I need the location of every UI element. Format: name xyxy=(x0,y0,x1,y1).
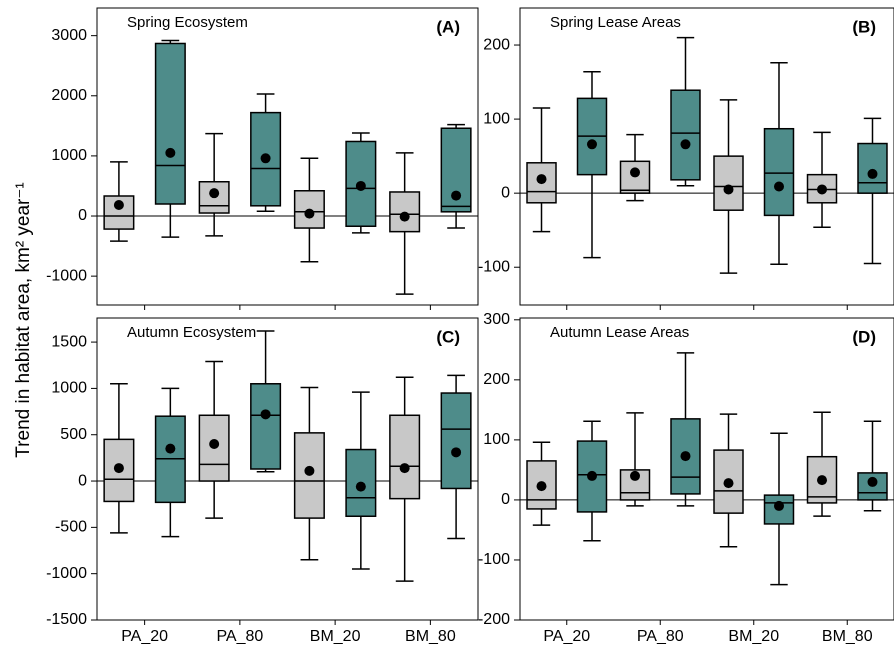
y-tick-label: -1000 xyxy=(46,267,87,284)
y-tick-label: 1000 xyxy=(51,380,87,397)
y-tick-label: -1000 xyxy=(46,565,87,582)
y-tick-label: -100 xyxy=(478,551,510,568)
plot-frame xyxy=(519,317,894,621)
mean xyxy=(817,184,828,195)
mean xyxy=(399,463,410,474)
y-tick-label: -1500 xyxy=(46,611,87,628)
mean xyxy=(260,153,271,164)
mean xyxy=(355,180,366,191)
x-tick-label: PA_20 xyxy=(543,628,590,645)
mean xyxy=(723,478,734,489)
mean xyxy=(451,190,462,201)
mean xyxy=(773,181,784,192)
mean xyxy=(399,211,410,222)
mean xyxy=(355,481,366,492)
y-tick-label: -100 xyxy=(478,258,510,275)
y-tick-label: 300 xyxy=(483,311,510,328)
panel-label: (D) xyxy=(852,327,876,346)
x-tick-label: BM_80 xyxy=(822,628,873,645)
box xyxy=(154,42,186,205)
box xyxy=(440,392,472,490)
mean xyxy=(586,139,597,150)
box xyxy=(857,142,888,194)
box xyxy=(198,181,230,214)
x-tick-label: PA_80 xyxy=(216,628,263,645)
y-tick-label: -500 xyxy=(55,519,87,536)
mean xyxy=(165,443,176,454)
box xyxy=(389,414,421,500)
box xyxy=(103,438,135,503)
y-tick-label: 1000 xyxy=(51,147,87,164)
mean xyxy=(817,475,828,486)
mean xyxy=(304,465,315,476)
mean xyxy=(536,174,547,185)
panel-label: (C) xyxy=(436,327,460,346)
y-tick-label: 2000 xyxy=(51,87,87,104)
panel-label: (A) xyxy=(436,17,460,36)
x-tick-label: PA_80 xyxy=(637,628,684,645)
mean xyxy=(113,200,124,211)
y-axis-label: Trend in habitat area, km² year⁻¹ xyxy=(13,182,34,457)
box xyxy=(670,89,701,181)
panel-title: Spring Lease Areas xyxy=(550,14,681,31)
mean xyxy=(260,409,271,420)
plot-frame xyxy=(519,7,894,306)
mean xyxy=(773,500,784,511)
x-tick-label: BM_20 xyxy=(728,628,779,645)
y-tick-label: 0 xyxy=(78,207,87,224)
box xyxy=(763,127,795,217)
mean xyxy=(304,208,315,219)
mean xyxy=(867,168,878,179)
y-tick-label: 0 xyxy=(501,491,510,508)
x-tick-label: PA_20 xyxy=(121,628,168,645)
mean xyxy=(113,463,124,474)
y-tick-label: 100 xyxy=(483,110,510,127)
mean xyxy=(209,188,220,199)
plot-frame xyxy=(96,7,479,306)
panel-title: Autumn Ecosystem xyxy=(127,324,256,341)
x-tick-label: BM_20 xyxy=(310,628,361,645)
y-tick-label: 500 xyxy=(60,426,87,443)
mean xyxy=(451,447,462,458)
mean xyxy=(536,481,547,492)
y-tick-label: 3000 xyxy=(51,27,87,44)
panel-title: Autumn Lease Areas xyxy=(550,324,689,341)
panel-label: (B) xyxy=(852,17,876,36)
mean xyxy=(680,451,691,462)
box xyxy=(713,155,744,211)
plot-frame xyxy=(96,317,479,621)
y-tick-label: 0 xyxy=(501,184,510,201)
y-tick-label: 200 xyxy=(483,371,510,388)
y-tick-label: 1500 xyxy=(51,333,87,350)
mean xyxy=(680,139,691,150)
y-tick-label: 100 xyxy=(483,431,510,448)
mean xyxy=(586,470,597,481)
mean xyxy=(723,184,734,195)
y-tick-label: 0 xyxy=(78,472,87,489)
panel-title: Spring Ecosystem xyxy=(127,14,248,31)
x-tick-label: BM_80 xyxy=(405,628,456,645)
mean xyxy=(209,438,220,449)
y-tick-label: -200 xyxy=(478,611,510,628)
box xyxy=(526,460,557,510)
mean xyxy=(867,476,878,487)
mean xyxy=(630,167,641,178)
y-tick-label: 200 xyxy=(483,36,510,53)
mean xyxy=(630,470,641,481)
mean xyxy=(165,147,176,158)
box xyxy=(250,383,282,470)
